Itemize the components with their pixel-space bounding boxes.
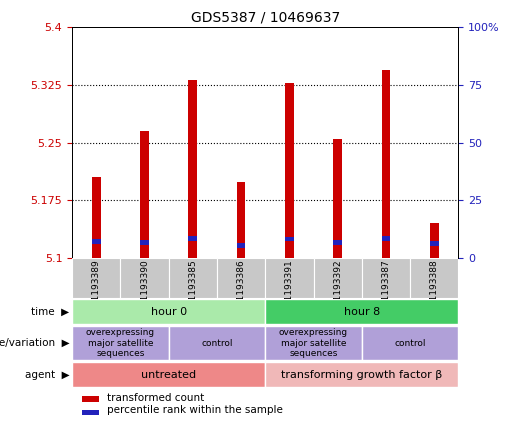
Text: GSM1193392: GSM1193392 (333, 259, 342, 320)
Bar (285, 83, 294, 258)
Bar (265, 362, 458, 387)
Text: GSM1193387: GSM1193387 (382, 259, 390, 320)
Text: agent  ▶: agent ▶ (25, 370, 70, 380)
Bar (362, 326, 458, 360)
Bar (217, 258, 265, 298)
Bar (169, 258, 217, 298)
Text: GSM1193388: GSM1193388 (430, 259, 439, 320)
Title: GDS5387 / 10469637: GDS5387 / 10469637 (191, 11, 340, 25)
Bar (382, 236, 390, 241)
Bar (140, 240, 149, 244)
Bar (72, 326, 169, 360)
Text: control: control (201, 338, 233, 348)
Bar (237, 243, 246, 247)
Text: transformed count: transformed count (107, 393, 204, 403)
Bar (92, 239, 100, 244)
Bar (237, 182, 246, 258)
Bar (382, 70, 390, 258)
Bar (333, 139, 342, 258)
Bar (72, 362, 265, 387)
Text: untreated: untreated (141, 370, 196, 380)
Bar (314, 258, 362, 298)
Bar (410, 258, 458, 298)
Bar (140, 131, 149, 258)
Bar (72, 299, 265, 324)
Bar (333, 240, 342, 244)
Text: time  ▶: time ▶ (31, 307, 70, 317)
Text: GSM1193386: GSM1193386 (236, 259, 246, 320)
Text: GSM1193390: GSM1193390 (140, 259, 149, 320)
Text: genotype/variation  ▶: genotype/variation ▶ (0, 338, 70, 348)
Bar (265, 326, 362, 360)
Text: control: control (394, 338, 426, 348)
Text: GSM1193391: GSM1193391 (285, 259, 294, 320)
Text: GSM1193389: GSM1193389 (92, 259, 101, 320)
Bar (362, 258, 410, 298)
Text: overexpressing
major satellite
sequences: overexpressing major satellite sequences (86, 328, 155, 358)
Bar (265, 299, 458, 324)
Bar (188, 80, 197, 258)
Bar (121, 258, 169, 298)
Bar (265, 258, 314, 298)
Text: transforming growth factor β: transforming growth factor β (281, 370, 442, 380)
Bar (285, 237, 294, 242)
Text: hour 0: hour 0 (150, 307, 187, 317)
Bar (430, 242, 439, 246)
Bar (92, 177, 100, 258)
Bar (188, 236, 197, 241)
Bar (72, 258, 121, 298)
Bar (430, 223, 439, 258)
Text: overexpressing
major satellite
sequences: overexpressing major satellite sequences (279, 328, 348, 358)
Bar (169, 326, 265, 360)
Text: hour 8: hour 8 (344, 307, 380, 317)
Text: GSM1193385: GSM1193385 (188, 259, 197, 320)
Text: percentile rank within the sample: percentile rank within the sample (107, 406, 283, 415)
